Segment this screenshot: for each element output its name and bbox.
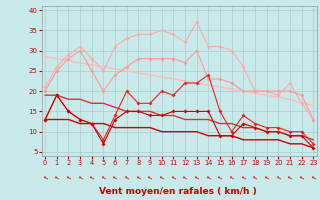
Text: ←: ← [112, 174, 119, 180]
Text: ←: ← [193, 174, 200, 180]
Text: ←: ← [135, 174, 142, 180]
Text: ←: ← [100, 174, 107, 180]
Text: ←: ← [76, 174, 84, 180]
Text: ←: ← [263, 174, 270, 180]
Text: ←: ← [88, 174, 95, 180]
Text: ←: ← [286, 174, 293, 180]
Text: ←: ← [228, 174, 235, 180]
Text: ←: ← [53, 174, 60, 180]
Text: ←: ← [217, 174, 224, 180]
Text: ←: ← [181, 174, 188, 180]
Text: ←: ← [298, 174, 305, 180]
Text: ←: ← [205, 174, 212, 180]
Text: ←: ← [158, 174, 165, 180]
Text: ←: ← [310, 174, 317, 180]
Text: ←: ← [65, 174, 72, 180]
Text: ←: ← [147, 174, 154, 180]
Text: ←: ← [123, 174, 130, 180]
Text: ←: ← [240, 174, 247, 180]
Text: ←: ← [170, 174, 177, 180]
Text: ←: ← [275, 174, 282, 180]
Text: ←: ← [252, 174, 259, 180]
Text: Vent moyen/en rafales ( km/h ): Vent moyen/en rafales ( km/h ) [99, 188, 256, 196]
Text: ←: ← [42, 174, 49, 180]
